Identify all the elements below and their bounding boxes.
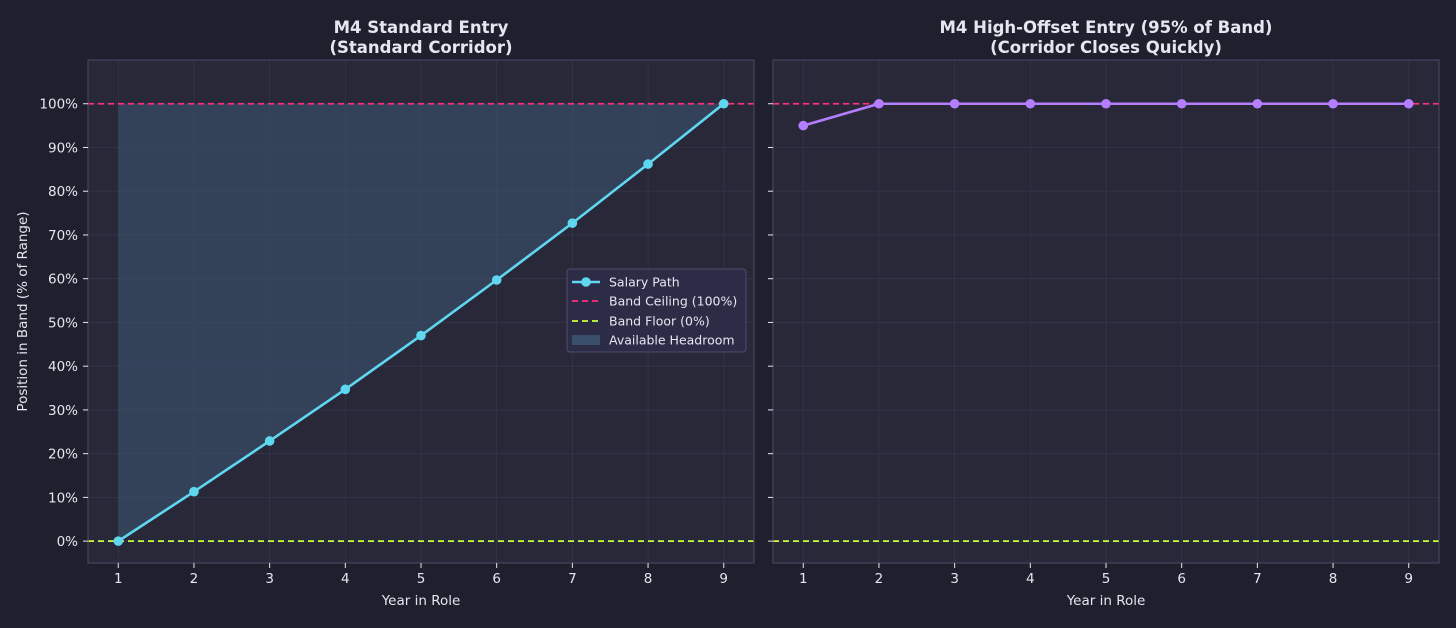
x-axis-label: Year in Role <box>1066 593 1146 609</box>
x-tick-label: 9 <box>719 571 728 587</box>
x-tick-label: 3 <box>265 571 274 587</box>
x-tick-label: 9 <box>1404 571 1413 587</box>
data-point <box>1403 98 1414 109</box>
x-tick-label: 4 <box>1026 571 1035 587</box>
chart-panel-1: 1 2 3 4 5 6 7 8 90%10%20%30%40%50%60%70%80%90%10… <box>15 18 755 609</box>
data-point <box>1025 98 1036 109</box>
x-tick-label: 6 <box>492 571 501 587</box>
legend-label: Salary Path <box>609 275 680 290</box>
y-tick-label: 80% <box>48 184 78 200</box>
x-tick-label: 6 <box>1177 571 1186 587</box>
data-point <box>264 436 275 446</box>
data-point <box>567 218 578 228</box>
x-tick-label: 7 <box>1253 571 1262 587</box>
y-axis-label: Position in Band (% of Range) <box>15 211 31 411</box>
x-tick-label: 3 <box>950 571 959 587</box>
chart-legend: Salary Path Band Ceiling (100%) Band Floor… <box>566 268 747 353</box>
x-tick-label: 8 <box>1329 571 1338 587</box>
x-tick-label: 2 <box>190 571 199 587</box>
y-tick-label: 30% <box>48 403 78 419</box>
y-tick-label: 40% <box>48 359 78 375</box>
x-tick-label: 1 <box>114 571 123 587</box>
legend-label: Available Headroom <box>609 333 735 348</box>
chart-panel-2: 1 2 3 4 5 6 7 8 9 Year in Role M4 High-Offset Entr… <box>768 18 1440 609</box>
legend-swatch-headroom <box>572 335 600 345</box>
y-tick-label: 70% <box>48 228 78 244</box>
x-axis-label: Year in Role <box>381 593 461 609</box>
y-tick-label: 20% <box>48 447 78 463</box>
y-tick-label: 60% <box>48 272 78 288</box>
x-tick-label: 7 <box>568 571 577 587</box>
data-point <box>1176 98 1187 109</box>
y-tick-label: 0% <box>57 534 79 550</box>
chart-title: M4 High-Offset Entry (95% of Band) <box>940 18 1273 37</box>
y-tick-label: 50% <box>48 315 78 331</box>
data-point <box>491 275 502 285</box>
chart-title: M4 Standard Entry <box>334 18 509 37</box>
legend-box <box>566 268 747 353</box>
legend-label: Band Floor (0%) <box>609 314 710 329</box>
y-tick-label: 90% <box>48 140 78 156</box>
data-point <box>874 98 884 109</box>
data-point <box>1252 98 1263 109</box>
y-tick-label: 10% <box>48 490 78 506</box>
data-point <box>1328 98 1338 109</box>
data-point <box>113 536 124 546</box>
x-tick-label: 2 <box>875 571 884 587</box>
y-tick-label: 100% <box>39 97 78 113</box>
data-point <box>643 159 653 169</box>
legend-marker-salary-path <box>581 277 591 287</box>
data-point <box>718 98 729 109</box>
headroom-area <box>118 103 724 542</box>
data-point <box>189 486 199 497</box>
chart-title: (Standard Corridor) <box>329 38 512 57</box>
x-tick-label: 1 <box>799 571 808 587</box>
x-tick-label: 4 <box>341 571 350 587</box>
chart-title: (Corridor Closes Quickly) <box>990 38 1222 57</box>
x-tick-label: 5 <box>1102 571 1111 587</box>
data-point <box>798 120 809 131</box>
data-point <box>340 384 351 395</box>
legend-label: Band Ceiling (100%) <box>609 294 737 309</box>
data-point <box>1101 98 1111 109</box>
data-point <box>416 330 426 341</box>
x-tick-label: 8 <box>644 571 653 587</box>
data-point <box>949 98 960 109</box>
x-tick-label: 5 <box>417 571 426 587</box>
